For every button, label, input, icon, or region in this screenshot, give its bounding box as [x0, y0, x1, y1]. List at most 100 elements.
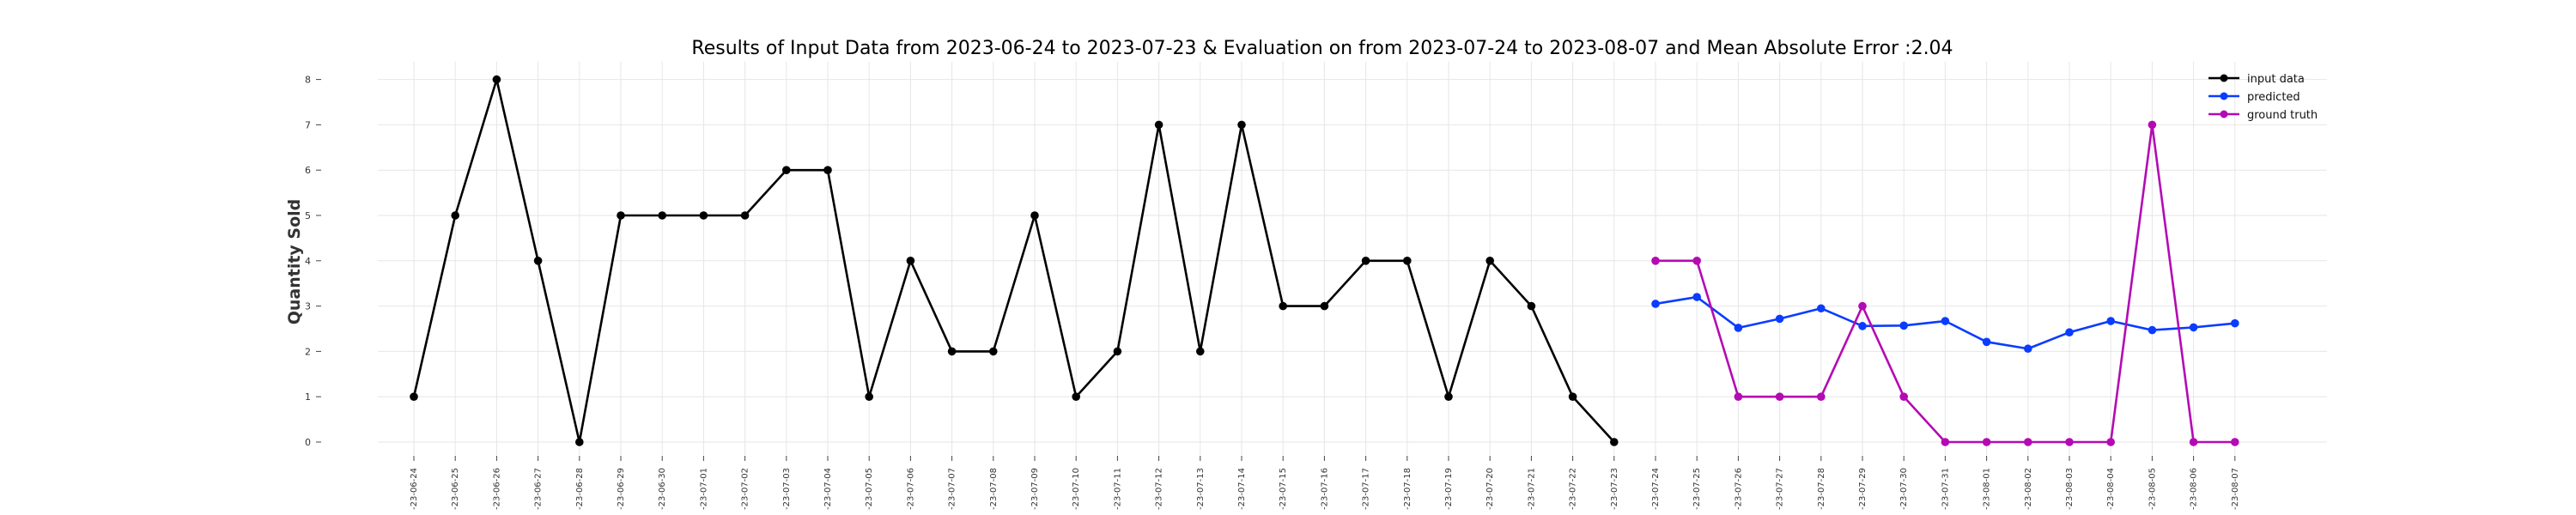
data-point-ground-truth — [1775, 392, 1784, 402]
data-point-ground-truth — [1858, 301, 1867, 311]
y-tick-label: 0 — [305, 437, 311, 448]
data-point-predicted — [1982, 337, 1991, 347]
data-point-input-data — [575, 438, 584, 446]
x-tick-label: -23-07-08 — [989, 468, 999, 510]
y-tick-label: 3 — [305, 301, 311, 312]
data-point-input-data — [533, 257, 543, 265]
data-point-ground-truth — [1651, 257, 1660, 265]
x-tick-label: -23-07-13 — [1196, 468, 1206, 510]
x-tick-label: -23-07-28 — [1817, 468, 1826, 510]
x-tick-label: -23-07-25 — [1692, 468, 1702, 510]
x-tick-label: -23-08-01 — [1983, 468, 1992, 510]
y-tick-label: 2 — [305, 346, 311, 357]
data-point-predicted — [1817, 304, 1826, 313]
data-point-predicted — [1941, 317, 1950, 325]
x-tick-label: -23-07-09 — [1030, 468, 1040, 510]
data-point-input-data — [906, 257, 915, 265]
legend-swatch-input-data-marker — [2220, 74, 2228, 82]
data-point-input-data — [1320, 301, 1329, 311]
x-tick-label: -23-07-18 — [1403, 468, 1413, 510]
y-tick-label: 1 — [305, 391, 311, 403]
data-point-predicted — [1692, 293, 1701, 301]
data-point-predicted — [2065, 328, 2074, 337]
x-tick-label: -23-06-24 — [410, 468, 419, 510]
y-axis-ticks: 0 1 2 3 4 5 6 7 8 — [305, 75, 321, 448]
data-point-input-data — [699, 211, 708, 220]
data-point-input-data — [451, 211, 459, 220]
x-tick-label: -23-08-02 — [2024, 468, 2033, 510]
y-tick-label: 4 — [305, 256, 311, 267]
x-tick-label: -23-07-22 — [1569, 468, 1578, 510]
data-point-input-data — [1030, 211, 1039, 220]
y-tick-label: 7 — [305, 119, 311, 130]
x-tick-label: -23-07-10 — [1072, 468, 1081, 510]
data-point-input-data — [1279, 301, 1287, 311]
y-axis-label: Quantity Sold — [285, 199, 304, 325]
x-tick-label: -23-07-24 — [1651, 468, 1661, 510]
data-point-input-data — [823, 166, 832, 174]
data-point-ground-truth — [2065, 438, 2074, 446]
data-point-ground-truth — [2189, 438, 2198, 446]
x-tick-label: -23-06-28 — [575, 468, 585, 510]
x-tick-label: -23-07-05 — [865, 468, 874, 510]
data-point-ground-truth — [1734, 392, 1743, 402]
x-tick-label: -23-07-12 — [1155, 468, 1164, 510]
data-point-input-data — [410, 392, 418, 402]
data-point-input-data — [492, 75, 501, 84]
x-tick-label: -23-07-17 — [1362, 468, 1371, 510]
x-tick-label: -23-07-11 — [1113, 468, 1122, 510]
data-point-input-data — [1403, 257, 1412, 265]
x-tick-label: -23-07-14 — [1237, 468, 1247, 510]
data-point-input-data — [658, 211, 666, 220]
data-point-input-data — [1361, 257, 1370, 265]
x-tick-label: -23-07-20 — [1485, 468, 1495, 510]
x-tick-label: -23-07-31 — [1941, 468, 1950, 510]
data-point-ground-truth — [1941, 438, 1950, 446]
data-point-ground-truth — [2148, 120, 2157, 130]
x-axis-ticks: -23-06-24 -23-06-25 -23-06-26 -23-06-27 -23-… — [410, 456, 2240, 510]
data-point-input-data — [740, 211, 750, 220]
data-point-predicted — [1899, 321, 1908, 330]
x-tick-label: -23-08-07 — [2231, 468, 2240, 510]
x-tick-label: -23-06-30 — [658, 468, 667, 510]
x-tick-label: -23-07-26 — [1734, 468, 1743, 510]
x-tick-label: -23-06-26 — [492, 468, 501, 510]
grid — [378, 62, 2327, 455]
data-point-predicted — [2189, 323, 2198, 332]
x-tick-label: -23-08-06 — [2190, 468, 2199, 510]
x-tick-label: -23-07-29 — [1858, 468, 1868, 510]
data-point-ground-truth — [1692, 257, 1701, 265]
data-point-input-data — [1196, 347, 1205, 356]
x-tick-label: -23-06-25 — [451, 468, 460, 510]
x-tick-label: -23-07-01 — [699, 468, 708, 510]
data-point-input-data — [1485, 257, 1494, 265]
data-point-ground-truth — [2231, 438, 2239, 446]
x-tick-label: -23-07-04 — [823, 468, 833, 510]
data-point-ground-truth — [1899, 392, 1908, 402]
data-point-input-data — [1113, 347, 1122, 356]
legend-label-predicted: predicted — [2247, 91, 2300, 104]
data-point-predicted — [2148, 325, 2157, 335]
x-tick-label: -23-08-05 — [2148, 468, 2157, 510]
x-tick-label: -23-07-15 — [1279, 468, 1288, 510]
legend-label-input-data: input data — [2247, 73, 2305, 86]
x-tick-label: -23-07-27 — [1776, 468, 1785, 510]
legend-swatch-predicted-marker — [2220, 92, 2228, 100]
x-tick-label: -23-07-19 — [1444, 468, 1454, 510]
x-tick-label: -23-07-30 — [1899, 468, 1909, 510]
x-tick-label: -23-07-06 — [906, 468, 915, 510]
x-tick-label: -23-08-03 — [2065, 468, 2075, 510]
data-point-predicted — [2231, 318, 2239, 328]
data-point-input-data — [782, 166, 791, 174]
y-tick-label: 8 — [305, 75, 311, 86]
data-point-predicted — [2106, 317, 2115, 325]
data-point-predicted — [2024, 344, 2032, 354]
data-point-ground-truth — [2024, 438, 2032, 446]
x-tick-label: -23-08-04 — [2106, 468, 2116, 510]
legend-label-ground-truth: ground truth — [2247, 109, 2318, 122]
y-tick-label: 6 — [305, 165, 311, 176]
data-point-input-data — [1568, 392, 1577, 402]
x-tick-label: -23-06-29 — [617, 468, 626, 510]
data-point-predicted — [1651, 300, 1660, 308]
